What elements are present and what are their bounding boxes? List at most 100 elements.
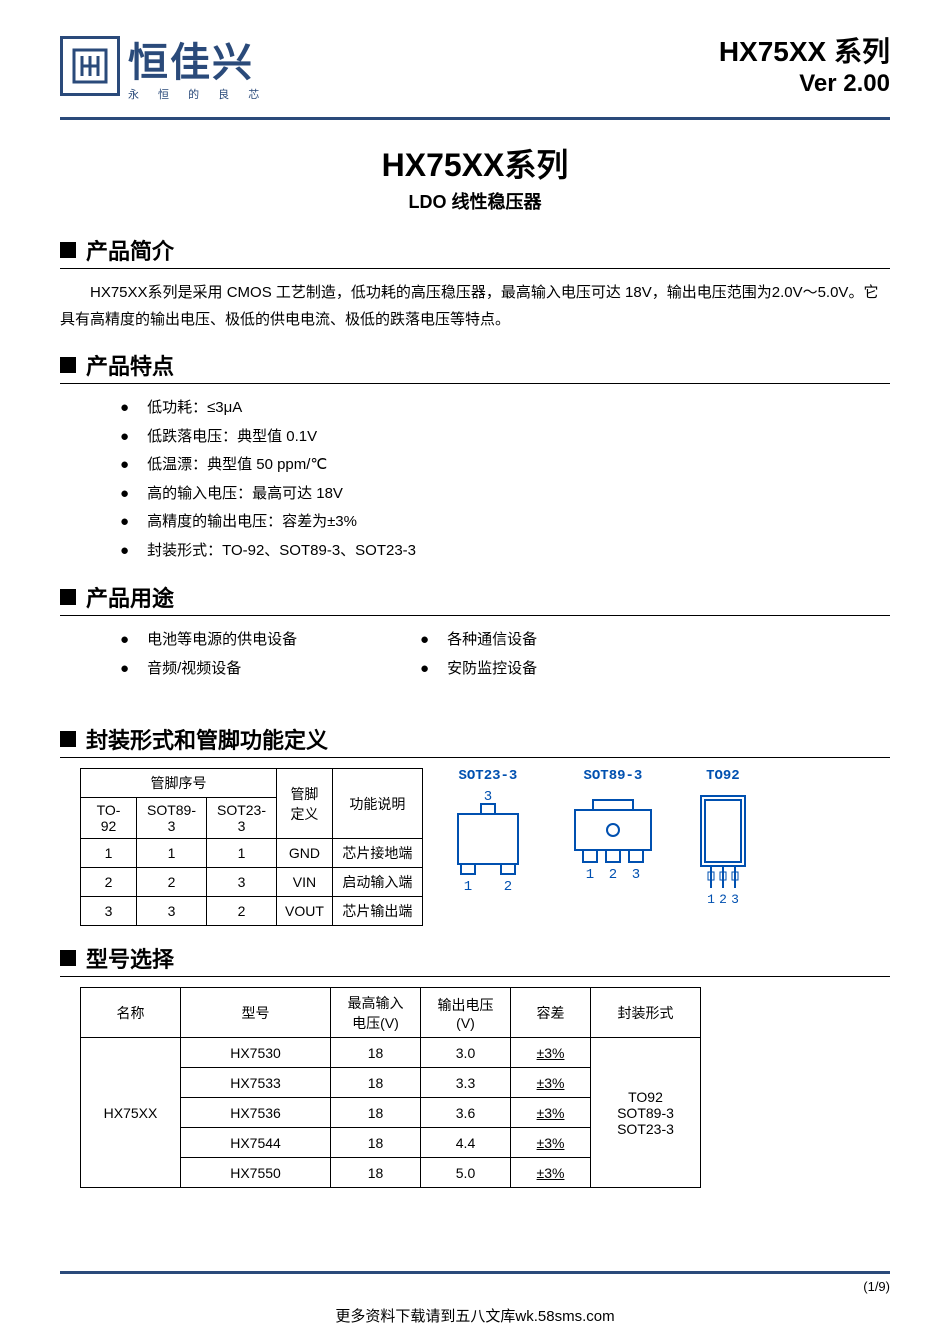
- cell: ±3%: [511, 1158, 591, 1188]
- model-heading-text: 型号选择: [86, 942, 174, 974]
- svg-text:2: 2: [609, 867, 617, 883]
- pkg-diagrams: SOT23-3 3 1 2 SOT89-3 1 2: [443, 768, 753, 913]
- logo-tagline: 永 恒 的 良 芯: [128, 86, 267, 102]
- header-divider: [60, 117, 890, 120]
- cell: 5.0: [421, 1158, 511, 1188]
- svg-text:1: 1: [707, 892, 715, 907]
- intro-paragraph: HX75XX系列是采用 CMOS 工艺制造，低功耗的高压稳压器，最高输入电压可达…: [60, 279, 890, 333]
- cell: 18: [331, 1098, 421, 1128]
- apps-col-left: 电池等电源的供电设备 音频/视频设备: [120, 626, 420, 683]
- cell: HX7550: [181, 1158, 331, 1188]
- table-row: 3 3 2 VOUT 芯片输出端: [81, 897, 423, 926]
- cell: HX7536: [181, 1098, 331, 1128]
- logo-icon: [60, 36, 120, 96]
- main-title: HX75XX系列: [60, 140, 890, 186]
- mh-vout: 输出电压(V): [421, 988, 511, 1038]
- logo: 恒佳兴 永 恒 的 良 芯: [60, 30, 267, 102]
- feature-item: 低温漂：典型值 50 ppm/℃: [120, 451, 890, 480]
- section-features-heading: 产品特点: [60, 349, 890, 384]
- page-header: 恒佳兴 永 恒 的 良 芯 HX75XX 系列 Ver 2.00: [60, 30, 890, 102]
- cell: 18: [331, 1038, 421, 1068]
- cell: 2: [207, 897, 277, 926]
- table-row: 2 2 3 VIN 启动输入端: [81, 868, 423, 897]
- pkg-section: 管脚序号 管脚定义 功能说明 TO-92 SOT89-3 SOT23-3 1 1…: [60, 768, 890, 926]
- pkg-sot89: SOT89-3 1 2 3: [563, 768, 663, 903]
- header-right: HX75XX 系列 Ver 2.00: [719, 30, 890, 98]
- cell: 2: [81, 868, 137, 897]
- sub-title: LDO 线性稳压器: [60, 188, 890, 214]
- cell: HX7530: [181, 1038, 331, 1068]
- features-heading-text: 产品特点: [86, 349, 174, 381]
- sot23-icon: 3 1 2: [443, 788, 533, 898]
- mh-model: 型号: [181, 988, 331, 1038]
- svg-text:2: 2: [504, 879, 512, 895]
- model-table: 名称 型号 最高输入电压(V) 输出电压(V) 容差 封装形式 HX75XX H…: [80, 987, 701, 1188]
- footer-divider: [60, 1271, 890, 1274]
- pin-col-desc: 功能说明: [332, 769, 422, 839]
- pkg-cell: TO92 SOT89-3 SOT23-3: [591, 1038, 701, 1188]
- cell: ±3%: [511, 1068, 591, 1098]
- cell: HX7533: [181, 1068, 331, 1098]
- pkg-label: TO92: [693, 768, 753, 784]
- cell: VOUT: [277, 897, 333, 926]
- model-name: HX75XX: [81, 1038, 181, 1188]
- logo-text: 恒佳兴: [128, 30, 267, 88]
- pkg-to92: TO92 1 2 3: [693, 768, 753, 913]
- cell: GND: [277, 839, 333, 868]
- cell: ±3%: [511, 1098, 591, 1128]
- mh-vin: 最高输入电压(V): [331, 988, 421, 1038]
- app-item: 安防监控设备: [420, 655, 720, 684]
- features-list: 低功耗：≤3μA 低跌落电压：典型值 0.1V 低温漂：典型值 50 ppm/℃…: [60, 394, 890, 565]
- app-item: 电池等电源的供电设备: [120, 626, 420, 655]
- svg-text:1: 1: [464, 879, 472, 895]
- table-row: 管脚序号 管脚定义 功能说明: [81, 769, 423, 798]
- pin-col-group: 管脚序号: [81, 769, 277, 798]
- pin-col-def: 管脚定义: [277, 769, 333, 839]
- cell: 3.6: [421, 1098, 511, 1128]
- pkg-sot23: SOT23-3 3 1 2: [443, 768, 533, 903]
- mh-name: 名称: [81, 988, 181, 1038]
- footer-text: 更多资料下载请到五八文库wk.58sms.com: [0, 1305, 950, 1326]
- svg-text:3: 3: [731, 892, 739, 907]
- series-title: HX75XX 系列: [719, 30, 890, 70]
- cell: 18: [331, 1068, 421, 1098]
- apps-columns: 电池等电源的供电设备 音频/视频设备 各种通信设备 安防监控设备: [60, 626, 890, 683]
- pin-table: 管脚序号 管脚定义 功能说明 TO-92 SOT89-3 SOT23-3 1 1…: [80, 768, 423, 926]
- cell: HX7544: [181, 1128, 331, 1158]
- sot89-icon: 1 2 3: [563, 788, 663, 898]
- section-intro-heading: 产品简介: [60, 234, 890, 269]
- mh-pkg: 封装形式: [591, 988, 701, 1038]
- svg-text:2: 2: [719, 892, 727, 907]
- intro-heading-text: 产品简介: [86, 234, 174, 266]
- pin-h2: SOT23-3: [207, 798, 277, 839]
- cell: 3.3: [421, 1068, 511, 1098]
- svg-text:3: 3: [484, 789, 492, 805]
- feature-item: 低功耗：≤3μA: [120, 394, 890, 423]
- cell: 4.4: [421, 1128, 511, 1158]
- table-row: 名称 型号 最高输入电压(V) 输出电压(V) 容差 封装形式: [81, 988, 701, 1038]
- cell: ±3%: [511, 1038, 591, 1068]
- pkg-line: SOT23-3: [603, 1121, 688, 1137]
- cell: 2: [137, 868, 207, 897]
- pkg-label: SOT89-3: [563, 768, 663, 784]
- cell: 1: [81, 839, 137, 868]
- pkg-line: SOT89-3: [603, 1105, 688, 1121]
- pkg-line: TO92: [603, 1089, 688, 1105]
- section-pkg-heading: 封装形式和管脚功能定义: [60, 723, 890, 758]
- cell: ±3%: [511, 1128, 591, 1158]
- section-model-heading: 型号选择: [60, 942, 890, 977]
- cell: 1: [207, 839, 277, 868]
- to92-icon: 1 2 3: [693, 788, 753, 908]
- cell: 3: [81, 897, 137, 926]
- cell: 芯片接地端: [332, 839, 422, 868]
- cell: 3: [207, 868, 277, 897]
- page-number: (1/9): [863, 1279, 890, 1294]
- cell: VIN: [277, 868, 333, 897]
- cell: 芯片输出端: [332, 897, 422, 926]
- pin-h1: SOT89-3: [137, 798, 207, 839]
- section-apps-heading: 产品用途: [60, 581, 890, 616]
- apps-heading-text: 产品用途: [86, 581, 174, 613]
- pkg-heading-text: 封装形式和管脚功能定义: [86, 723, 328, 755]
- feature-item: 高精度的输出电压：容差为±3%: [120, 508, 890, 537]
- cell: 启动输入端: [332, 868, 422, 897]
